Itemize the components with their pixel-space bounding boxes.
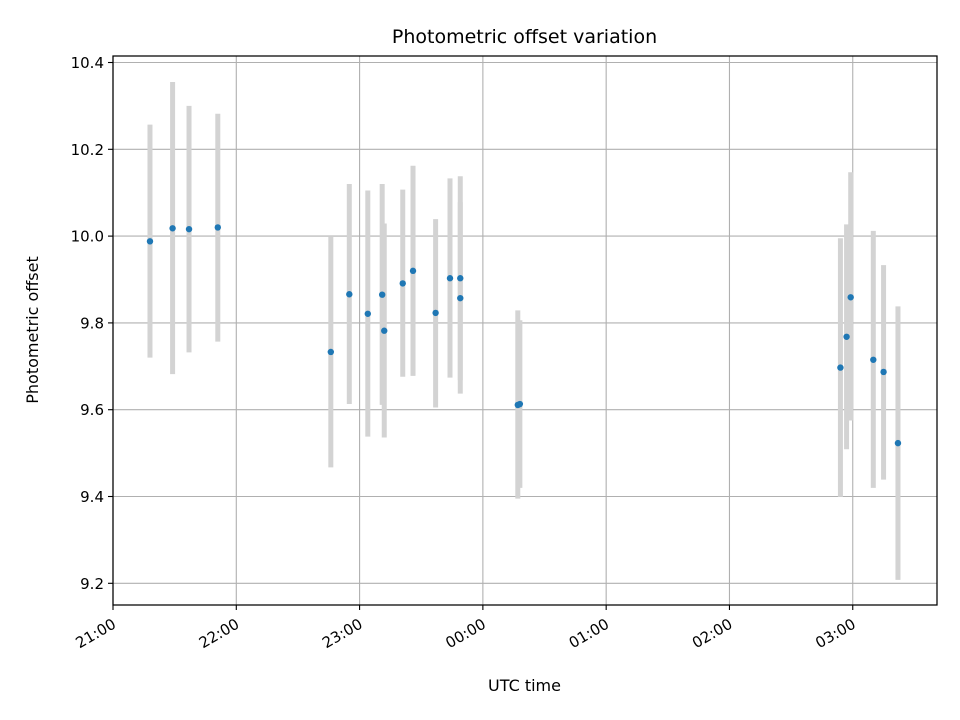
data-point [169,225,176,232]
data-points [146,224,902,447]
data-point [399,280,406,287]
y-tick-label: 9.4 [80,488,104,506]
data-point [381,327,388,334]
x-axis-title: UTC time [488,676,561,695]
y-tick-label: 10.2 [71,141,104,159]
data-point [837,364,844,371]
y-tick-label: 9.8 [80,314,104,332]
chart-title: Photometric offset variation [392,26,657,48]
data-point [894,439,902,447]
data-point [327,348,335,356]
data-point [214,224,221,231]
data-point [843,333,850,340]
data-point [432,309,439,317]
data-point [185,225,193,233]
y-tick-label: 10.4 [71,54,104,72]
data-point [364,310,372,317]
data-point [880,368,887,376]
data-point [847,294,854,301]
y-tick-label: 10.0 [71,228,104,246]
data-point [346,291,353,298]
y-axis-title: Photometric offset [23,256,42,404]
data-point [446,275,454,282]
data-point [516,400,524,408]
data-point [457,294,464,302]
data-point [146,238,154,245]
plot-frame [112,55,938,606]
data-point [409,267,417,275]
data-point [378,291,386,298]
data-point [870,356,877,363]
y-axis: 9.2 9.4 9.6 9.8 10.0 10.2 10.4 [71,54,113,593]
data-point [457,275,464,282]
grid [112,56,937,605]
y-tick-label: 9.2 [80,575,104,593]
y-tick-label: 9.6 [80,401,104,419]
